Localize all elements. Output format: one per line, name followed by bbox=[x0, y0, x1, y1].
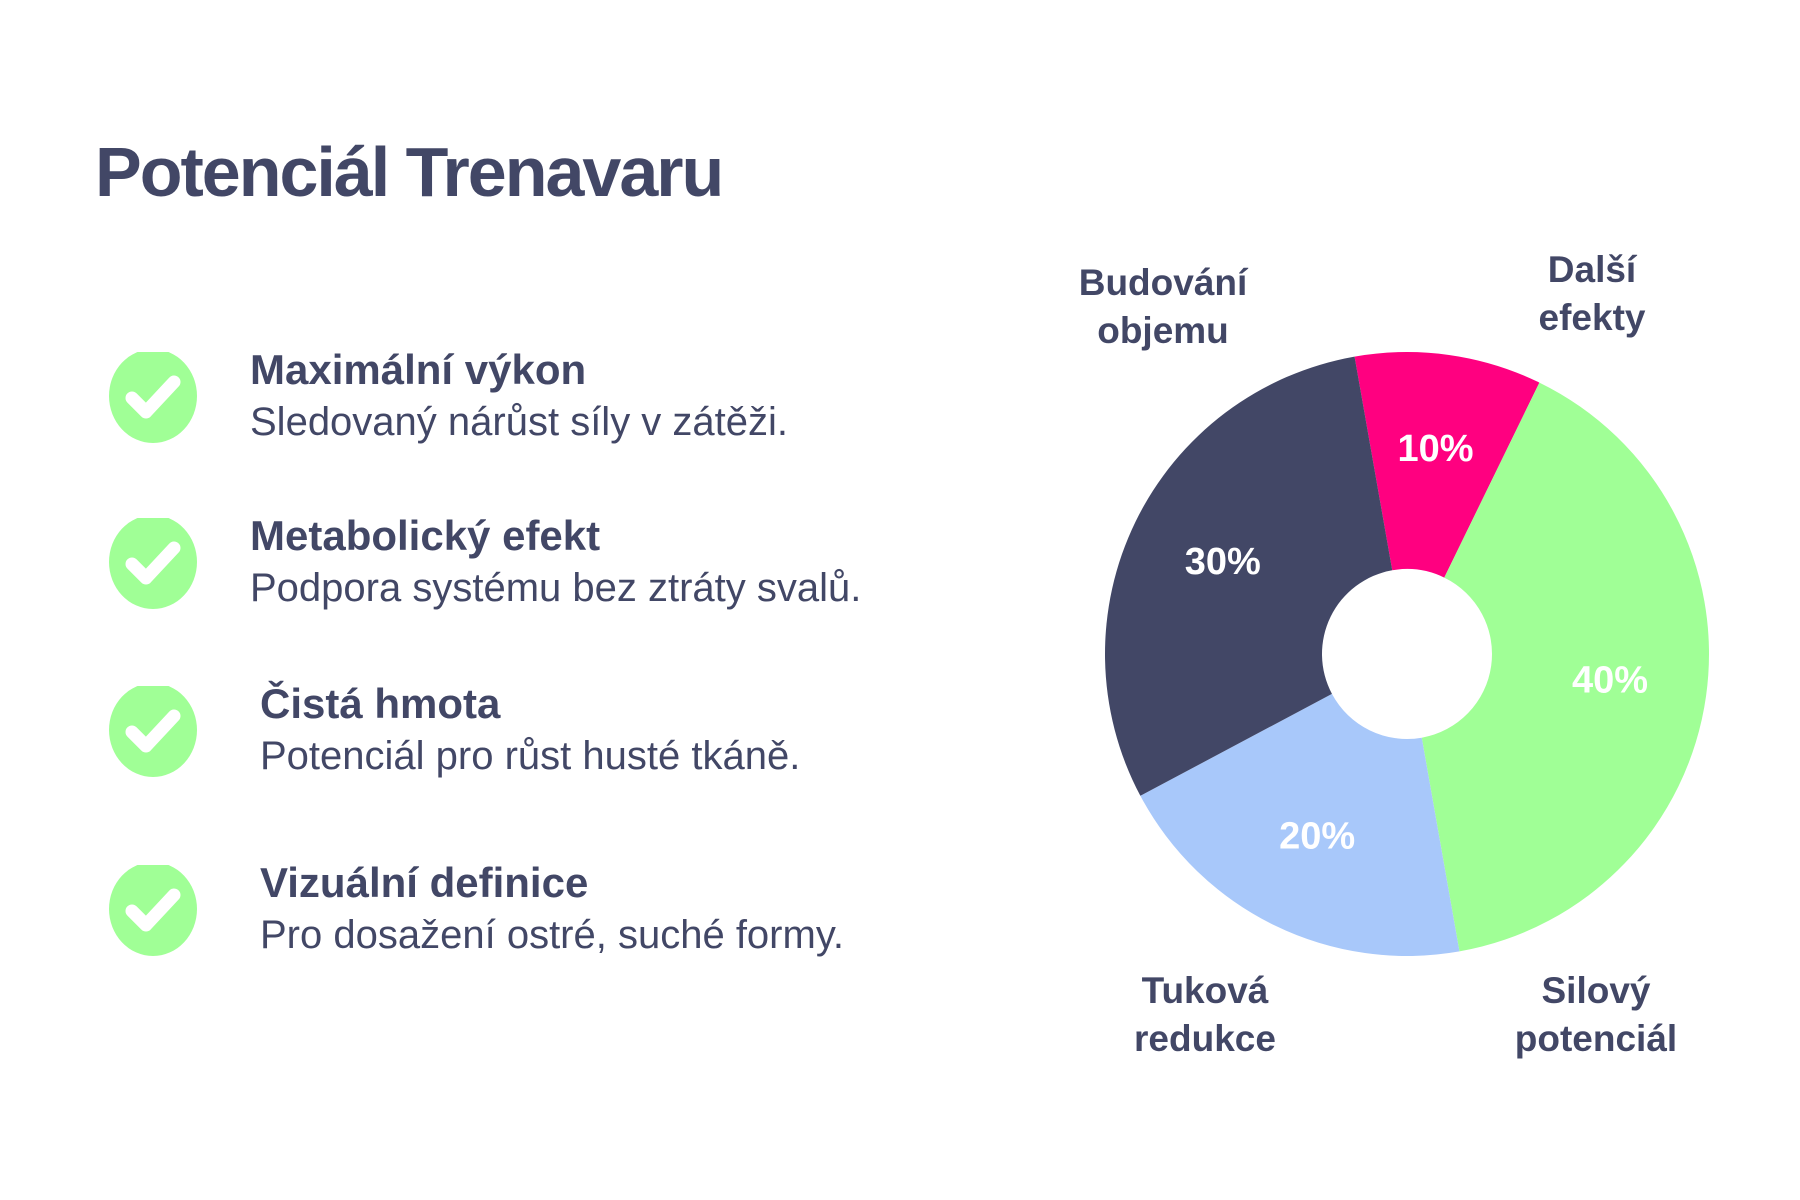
feature-description: Potenciál pro růst husté tkáně. bbox=[260, 734, 801, 778]
check-mark bbox=[125, 375, 181, 419]
feature-title: Čistá hmota bbox=[260, 680, 501, 727]
feature-description: Sledovaný nárůst síly v zátěži. bbox=[250, 400, 789, 444]
donut-slice bbox=[1421, 382, 1709, 952]
feature-item: Čistá hmota Potenciál pro růst husté tkán… bbox=[108, 680, 928, 786]
donut-slice bbox=[1140, 693, 1460, 957]
check-icon bbox=[109, 518, 197, 609]
donut-slice bbox=[1354, 352, 1540, 578]
check-mark bbox=[125, 888, 181, 932]
feature-item: Metabolický efekt Podpora systému bez ztr… bbox=[108, 512, 928, 618]
value-label: 10% bbox=[1397, 428, 1473, 470]
check-mark bbox=[125, 709, 181, 753]
feature-item: Maximální výkon Sledovaný nárůst síly v z… bbox=[108, 346, 928, 452]
category-label: Budování objemu bbox=[1078, 261, 1248, 351]
check-icon bbox=[109, 865, 197, 956]
category-label: Tuková redukce bbox=[1134, 969, 1276, 1059]
feature-item: Vizuální definice Pro dosažení ostré, suc… bbox=[108, 859, 928, 965]
value-label: 40% bbox=[1572, 660, 1648, 702]
check-mark bbox=[125, 541, 181, 585]
value-label: 30% bbox=[1185, 541, 1261, 583]
category-label: Další efekty bbox=[1538, 248, 1646, 338]
feature-title: Vizuální definice bbox=[260, 859, 589, 906]
check-icon bbox=[109, 352, 197, 443]
page-title: Potenciál Trenavaru bbox=[95, 133, 724, 211]
feature-description: Podpora systému bez ztráty svalů. bbox=[250, 566, 862, 610]
check-icon bbox=[109, 686, 197, 777]
feature-title: Metabolický efekt bbox=[250, 512, 601, 559]
value-label: 20% bbox=[1279, 815, 1355, 857]
feature-description: Pro dosažení ostré, suché formy. bbox=[260, 913, 844, 957]
donut-slice bbox=[1105, 356, 1393, 796]
category-label: Silový potenciál bbox=[1514, 969, 1678, 1059]
feature-title: Maximální výkon bbox=[250, 346, 587, 393]
